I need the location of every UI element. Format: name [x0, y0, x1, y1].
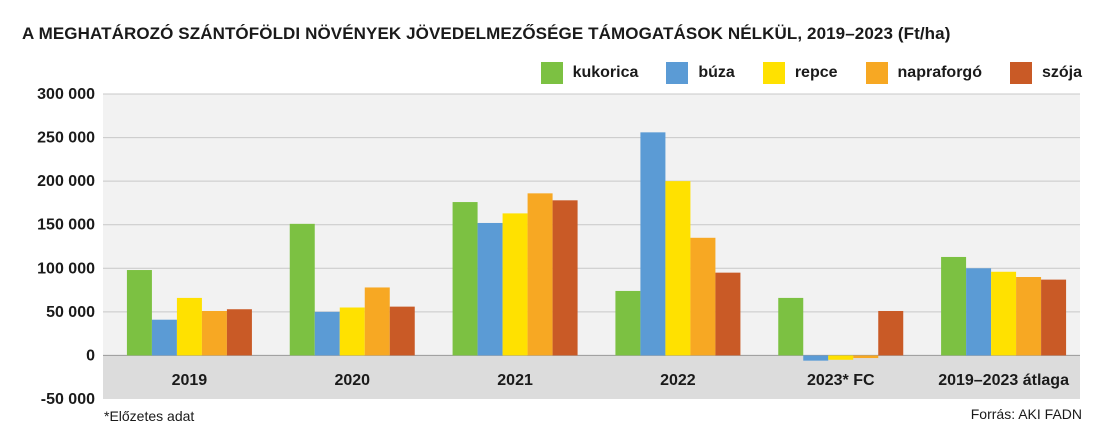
bar-repce: [339, 307, 365, 356]
bar-napraforgó: [690, 237, 716, 356]
bar-búza: [640, 132, 666, 356]
chart-title: A MEGHATÁROZÓ SZÁNTÓFÖLDI NÖVÉNYEK JÖVED…: [22, 24, 951, 43]
bar-napraforgó: [853, 355, 879, 359]
bar-repce: [502, 213, 528, 356]
y-tick-label: 250 000: [37, 130, 95, 147]
bar-kukorica: [126, 270, 152, 356]
legend-swatch-napraforgo: [865, 62, 888, 84]
bar-kukorica: [615, 290, 641, 356]
legend-label-szoja: szója: [1041, 64, 1082, 81]
y-tick-label: 200 000: [37, 173, 95, 190]
bar-repce: [176, 297, 202, 356]
bar-repce: [991, 271, 1017, 356]
x-category-label: 2019: [172, 372, 208, 389]
legend-label-buza: búza: [698, 64, 735, 81]
bar-búza: [966, 268, 992, 356]
bar-kukorica: [289, 223, 315, 356]
bar-szója: [389, 306, 415, 356]
bar-szója: [1041, 279, 1067, 356]
y-tick-label: 50 000: [46, 304, 95, 321]
x-category-label: 2022: [660, 372, 696, 389]
bar-kukorica: [778, 297, 804, 356]
legend-label-napraforgo: napraforgó: [897, 64, 982, 81]
y-tick-label: 300 000: [37, 86, 95, 103]
bar-szója: [226, 309, 252, 356]
bar-napraforgó: [527, 193, 553, 356]
bar-kukorica: [941, 256, 967, 356]
legend-swatch-repce: [762, 62, 785, 84]
bar-szója: [552, 200, 578, 356]
legend-item-repce: repce: [762, 62, 838, 84]
bar-napraforgó: [1016, 277, 1042, 356]
legend-label-repce: repce: [794, 64, 838, 81]
legend-item-kukorica: kukorica: [540, 62, 639, 84]
legend: kukorica búza repce napraforgó szója: [513, 62, 1082, 84]
x-category-label: 2020: [334, 372, 370, 389]
x-category-label: 2019–2023 átlaga: [938, 372, 1069, 389]
bar-szója: [715, 272, 741, 356]
y-tick-label: -50 000: [41, 391, 95, 408]
legend-swatch-buza: [666, 62, 689, 84]
source-note: Forrás: AKI FADN: [970, 406, 1082, 422]
bar-repce: [828, 355, 854, 360]
bar-búza: [151, 319, 177, 356]
bar-repce: [665, 181, 691, 356]
y-tick-label: 100 000: [37, 260, 95, 277]
legend-swatch-szoja: [1009, 62, 1032, 84]
bar-napraforgó: [201, 310, 227, 356]
bar-kukorica: [452, 202, 478, 356]
y-tick-label: 150 000: [37, 217, 95, 234]
bar-búza: [803, 355, 829, 361]
x-category-label: 2023* FC: [807, 372, 875, 389]
legend-item-szoja: szója: [1009, 62, 1082, 84]
legend-label-kukorica: kukorica: [572, 64, 639, 81]
legend-item-buza: búza: [666, 62, 735, 84]
footnote: *Előzetes adat: [104, 408, 195, 424]
bar-napraforgó: [364, 287, 390, 356]
legend-swatch-kukorica: [540, 62, 563, 84]
legend-item-napraforgo: napraforgó: [865, 62, 982, 84]
y-tick-label: 0: [86, 347, 95, 364]
x-category-label: 2021: [497, 372, 533, 389]
bar-szója: [878, 310, 904, 356]
bar-búza: [477, 222, 503, 356]
negative-band: [103, 355, 1080, 399]
bar-búza: [314, 311, 340, 356]
